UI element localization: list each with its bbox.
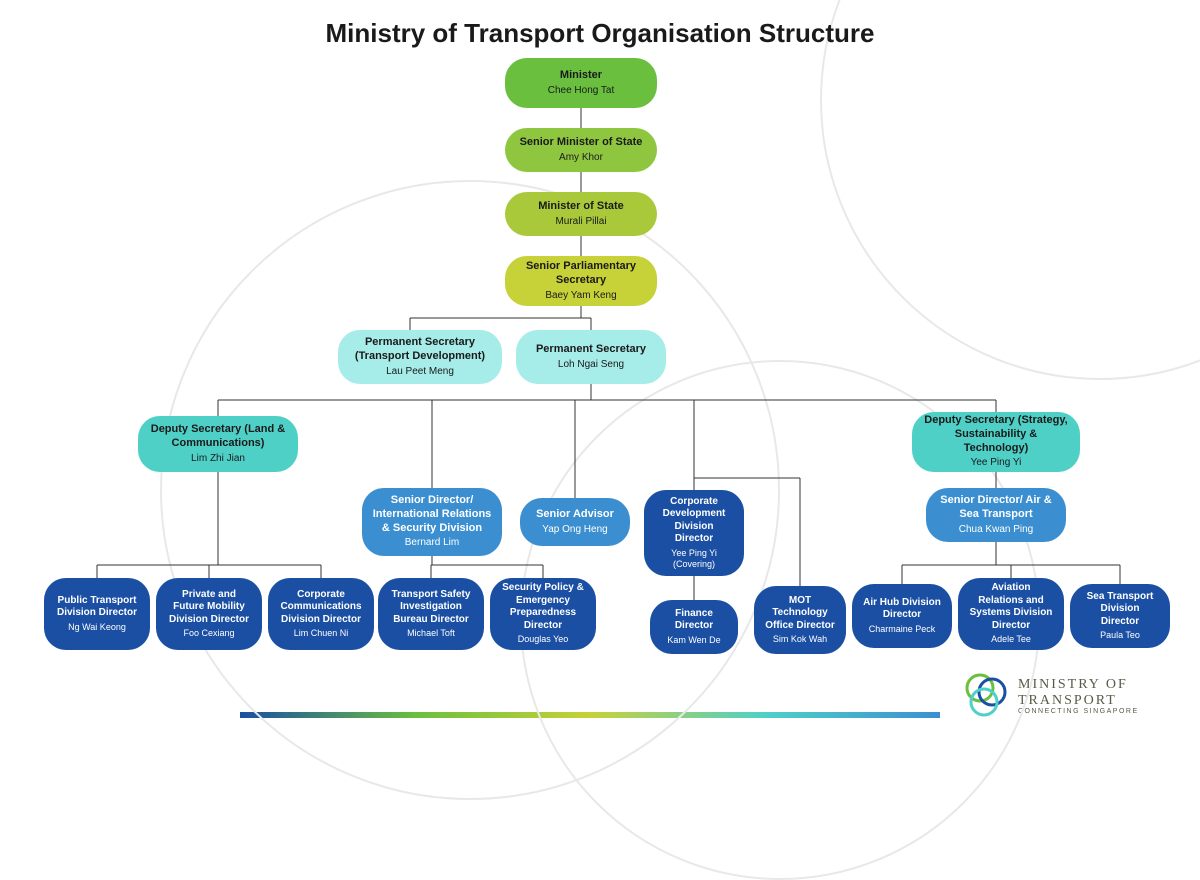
node-name: Foo Cexiang	[183, 628, 234, 639]
org-node-mos: Minister of State Murali Pillai	[505, 192, 657, 236]
node-name: Lim Chuen Ni	[294, 628, 349, 639]
node-role: Corporate Communications Division Direct…	[278, 589, 364, 627]
org-node-sps: Senior Parliamentary Secretary Baey Yam K…	[505, 256, 657, 306]
node-role: Senior Director/ Air & Sea Transport	[936, 494, 1056, 522]
org-node-fin: Finance Director Kam Wen De	[650, 600, 738, 654]
node-name: Michael Toft	[407, 628, 455, 639]
node-role: Deputy Secretary (Strategy, Sustainabili…	[922, 414, 1070, 455]
node-name: Yee Ping Yi (Covering)	[654, 548, 734, 571]
org-node-arsd: Aviation Relations and Systems Division …	[958, 578, 1064, 650]
node-name: Adele Tee	[991, 634, 1031, 645]
node-name: Loh Ngai Seng	[558, 359, 624, 372]
node-name: Douglas Yeo	[518, 634, 569, 645]
node-role: Aviation Relations and Systems Division …	[968, 582, 1054, 632]
node-name: Lau Peet Meng	[386, 366, 454, 379]
node-name: Kam Wen De	[667, 635, 720, 646]
org-node-ptd: Public Transport Division Director Ng Wai…	[44, 578, 150, 650]
org-node-cdd: Corporate Development Division DirectorY…	[644, 490, 744, 576]
org-node-minister: Minister Chee Hong Tat	[505, 58, 657, 108]
node-role: Senior Advisor	[536, 508, 614, 522]
org-node-pfmd: Private and Future Mobility Division Dir…	[156, 578, 262, 650]
node-role: Finance Director	[660, 608, 728, 633]
node-name: Yee Ping Yi	[971, 457, 1022, 470]
node-role: Senior Director/ International Relations…	[372, 494, 492, 535]
org-node-sms: Senior Minister of State Amy Khor	[505, 128, 657, 172]
node-role: Minister	[560, 69, 602, 83]
org-node-ds_sst: Deputy Secretary (Strategy, Sustainabili…	[912, 412, 1080, 472]
node-name: Lim Zhi Jian	[191, 453, 245, 466]
org-node-ps_td: Permanent Secretary (Transport Developme…	[338, 330, 502, 384]
node-role: Permanent Secretary	[536, 343, 646, 357]
node-name: Sim Kok Wah	[773, 634, 827, 645]
org-node-ps: Permanent Secretary Loh Ngai Seng	[516, 330, 666, 384]
node-role: Minister of State	[538, 200, 624, 214]
org-node-mto: MOT Technology Office DirectorSim Kok Wa…	[754, 586, 846, 654]
node-role: Permanent Secretary (Transport Developme…	[348, 336, 492, 364]
node-role: Senior Minister of State	[520, 136, 643, 150]
node-name: Ng Wai Keong	[68, 622, 126, 633]
node-role: Security Policy & Emergency Preparedness…	[500, 582, 586, 632]
org-node-spep: Security Policy & Emergency Preparedness…	[490, 578, 596, 650]
org-chart: Minister Chee Hong Tat Senior Minister of …	[0, 0, 1200, 750]
org-node-ahd: Air Hub Division Director Charmaine Peck	[852, 584, 952, 648]
node-name: Yap Ong Heng	[542, 524, 607, 537]
node-role: Senior Parliamentary Secretary	[515, 260, 647, 288]
node-name: Chee Hong Tat	[548, 85, 615, 98]
node-role: Sea Transport Division Director	[1080, 591, 1160, 629]
node-role: MOT Technology Office Director	[764, 595, 836, 633]
org-node-sd_irs: Senior Director/ International Relations…	[362, 488, 502, 556]
node-name: Chua Kwan Ping	[959, 524, 1034, 537]
node-role: Transport Safety Investigation Bureau Di…	[388, 589, 474, 627]
node-name: Amy Khor	[559, 152, 603, 165]
org-node-ccd: Corporate Communications Division Direct…	[268, 578, 374, 650]
node-name: Baey Yam Keng	[545, 290, 616, 303]
org-node-sa: Senior Advisor Yap Ong Heng	[520, 498, 630, 546]
org-node-sd_ast: Senior Director/ Air & Sea Transport Chua…	[926, 488, 1066, 542]
org-node-tsib: Transport Safety Investigation Bureau Di…	[378, 578, 484, 650]
node-role: Corporate Development Division Director	[654, 496, 734, 546]
node-role: Air Hub Division Director	[862, 597, 942, 622]
node-name: Paula Teo	[1100, 630, 1140, 641]
node-name: Charmaine Peck	[869, 624, 936, 635]
node-role: Public Transport Division Director	[54, 595, 140, 620]
org-node-std: Sea Transport Division DirectorPaula Teo	[1070, 584, 1170, 648]
node-name: Murali Pillai	[555, 216, 606, 229]
node-role: Private and Future Mobility Division Dir…	[166, 589, 252, 627]
node-role: Deputy Secretary (Land & Communications)	[148, 423, 288, 451]
org-node-ds_lc: Deputy Secretary (Land & Communications)…	[138, 416, 298, 472]
node-name: Bernard Lim	[405, 537, 459, 550]
